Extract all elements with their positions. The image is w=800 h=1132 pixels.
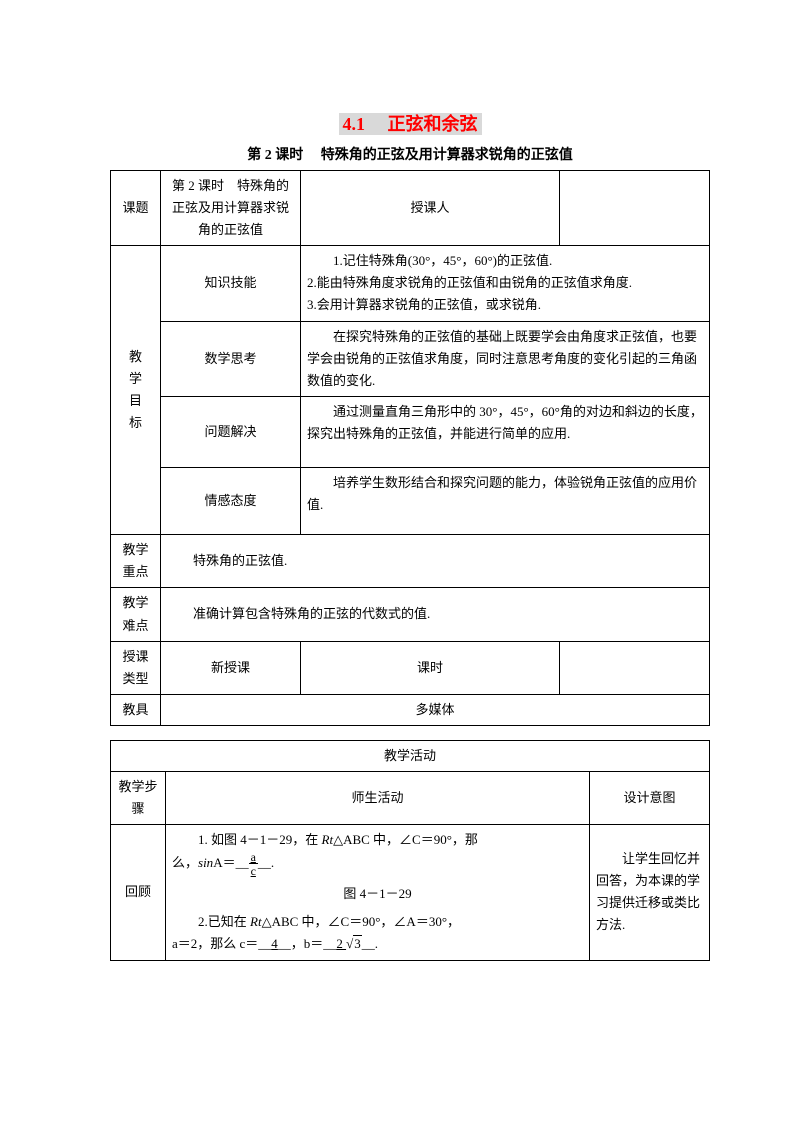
activity-col2: 师生活动 <box>166 771 590 824</box>
review-line4: a＝2，那么 c＝__4__，b＝__2 3__. <box>172 933 583 955</box>
review-line2: 么，sinA＝__ac__. <box>172 851 583 877</box>
classtype-label: 授课类型 <box>111 641 161 694</box>
review-label: 回顾 <box>111 825 166 960</box>
review-fig: 图 4－1－29 <box>172 883 583 905</box>
lesson-plan-table: 课题 第 2 课时 特殊角的正弦及用计算器求锐角的正弦值 授课人 教学目标 知识… <box>110 170 710 726</box>
classtype-c2: 课时 <box>301 641 560 694</box>
keypoint-text: 特殊角的正弦值. <box>161 535 710 588</box>
goal-thinking-label: 数学思考 <box>161 321 301 396</box>
row-topic-label: 课题 <box>111 171 161 246</box>
goal-knowledge-label: 知识技能 <box>161 246 301 321</box>
review-content: 1. 如图 4－1－29，在 Rt△ABC 中，∠C＝90°，那 么，sinA＝… <box>166 825 590 960</box>
keypoint-label: 教学重点 <box>111 535 161 588</box>
activity-col3: 设计意图 <box>590 771 710 824</box>
goal-knowledge-text: 1.记住特殊角(30°，45°，60°)的正弦值. 2.能由特殊角度求锐角的正弦… <box>301 246 710 321</box>
title-text: 4.1 正弦和余弦 <box>339 113 482 135</box>
tool-label: 教具 <box>111 694 161 725</box>
subtitle: 第 2 课时 特殊角的正弦及用计算器求锐角的正弦值 <box>110 144 710 164</box>
classtype-c1: 新授课 <box>161 641 301 694</box>
goal-solving-text: 通过测量直角三角形中的 30°，45°，60°角的对边和斜边的长度，探究出特殊角… <box>301 396 710 467</box>
goals-label: 教学目标 <box>111 246 161 535</box>
activity-col1: 教学步骤 <box>111 771 166 824</box>
row-topic-c2: 授课人 <box>301 171 560 246</box>
review-line3: 2.已知在 Rt△ABC 中，∠C＝90°，∠A＝30°， <box>172 911 583 933</box>
difficulty-label: 教学难点 <box>111 588 161 641</box>
activity-header: 教学活动 <box>111 740 710 771</box>
classtype-c3 <box>560 641 710 694</box>
row-topic-c3 <box>560 171 710 246</box>
review-line1: 1. 如图 4－1－29，在 Rt△ABC 中，∠C＝90°，那 <box>172 829 583 851</box>
activity-table: 教学活动 教学步骤 师生活动 设计意图 回顾 1. 如图 4－1－29，在 Rt… <box>110 740 710 961</box>
review-intent: 让学生回忆并回答，为本课的学习提供迁移或类比方法. <box>590 825 710 960</box>
tool-text: 多媒体 <box>161 694 710 725</box>
goal-attitude-text: 培养学生数形结合和探究问题的能力，体验锐角正弦值的应用价值. <box>301 468 710 535</box>
page-title: 4.1 正弦和余弦 <box>110 110 710 136</box>
row-topic-c1: 第 2 课时 特殊角的正弦及用计算器求锐角的正弦值 <box>161 171 301 246</box>
goal-attitude-label: 情感态度 <box>161 468 301 535</box>
goal-thinking-text: 在探究特殊角的正弦值的基础上既要学会由角度求正弦值，也要学会由锐角的正弦值求角度… <box>301 321 710 396</box>
goal-solving-label: 问题解决 <box>161 396 301 467</box>
difficulty-text: 准确计算包含特殊角的正弦的代数式的值. <box>161 588 710 641</box>
